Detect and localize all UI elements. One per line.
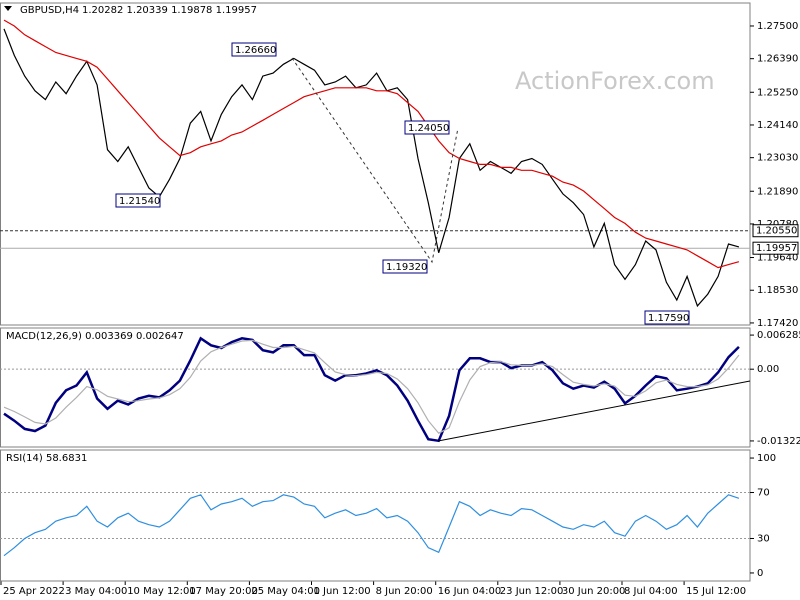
- annotation: 1.26660: [235, 45, 276, 56]
- x-tick-label: 8 Jun 20:00: [376, 586, 433, 597]
- level-label: 1.20550: [756, 226, 797, 237]
- y-tick-label: 70: [757, 488, 770, 499]
- x-tick-label: 23 Jun 12:00: [500, 586, 564, 597]
- series-line: [3, 494, 740, 557]
- x-tick-label: 16 Jun 04:00: [438, 586, 502, 597]
- annotation-box: [382, 259, 428, 274]
- x-tick-label: 1 Jun 12:00: [314, 586, 371, 597]
- y-tick-label: -0.013223: [757, 436, 800, 447]
- symbol: GBPUSD,H4: [20, 5, 79, 16]
- panel-frame: [0, 2, 751, 326]
- x-tick-label: 17 May 20:00: [189, 586, 258, 597]
- panel-title: RSI(14) 58.6831: [6, 453, 87, 464]
- x-tick-label: 25 May 04:00: [251, 586, 320, 597]
- series-line: [3, 28, 740, 308]
- ohlc: 1.20282 1.20339 1.19878 1.19957: [82, 5, 257, 16]
- y-tick-label: 1.24140: [757, 120, 798, 131]
- y-tick-label: 1.21890: [757, 186, 798, 197]
- level-box: [752, 241, 799, 255]
- x-tick-label: 25 Apr 2022: [3, 586, 65, 597]
- y-tick-label: 0: [757, 568, 763, 579]
- panel-frame: [0, 449, 751, 582]
- menu-arrow: [4, 6, 12, 11]
- annotation-box: [644, 310, 690, 325]
- x-tick-label: 10 May 12:00: [127, 586, 196, 597]
- annotation-box: [115, 193, 161, 208]
- panel-title: MACD(12,26,9) 0.003369 0.002647: [6, 331, 184, 342]
- annotation: 1.21540: [119, 196, 160, 207]
- y-tick-label: 1.18530: [757, 285, 798, 296]
- x-tick-label: 30 Jun 20:00: [562, 586, 626, 597]
- series-line: [3, 339, 740, 434]
- y-tick-label: 1.17420: [757, 318, 798, 329]
- y-tick-label: 1.27500: [757, 21, 798, 32]
- y-tick-label: 1.25250: [757, 87, 798, 98]
- y-tick-label: 1.26390: [757, 54, 798, 65]
- y-tick-label: 0.00: [757, 364, 779, 375]
- annotation: 1.17590: [648, 313, 689, 324]
- series-line: [3, 336, 740, 443]
- y-tick-label: 0.006285: [757, 330, 800, 341]
- y-tick-label: 100: [757, 453, 776, 464]
- level-label: 1.19957: [756, 243, 797, 254]
- y-tick-label: 1.19640: [757, 253, 798, 264]
- annotation: 1.19320: [386, 262, 427, 273]
- y-tick-label: 1.23030: [757, 153, 798, 164]
- x-tick-label: 15 Jul 12:00: [686, 586, 746, 597]
- annotation-box: [404, 120, 450, 135]
- level-box: [752, 224, 799, 238]
- y-tick-label: 30: [757, 533, 770, 544]
- x-tick-label: 8 Jul 04:00: [624, 586, 678, 597]
- trend-line: [437, 380, 751, 442]
- watermark: ActionForex.com: [515, 67, 715, 95]
- series-line: [3, 19, 740, 269]
- trend-line: [291, 57, 459, 264]
- annotation-box: [231, 42, 277, 57]
- panel-frame: [0, 327, 751, 448]
- x-tick-label: 3 May 04:00: [65, 586, 127, 597]
- annotation: 1.24050: [408, 123, 449, 134]
